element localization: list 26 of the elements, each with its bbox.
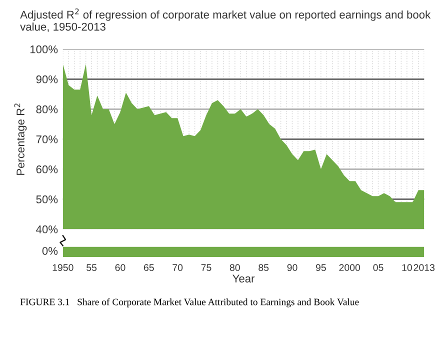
x-tick-label: 65 <box>144 264 154 272</box>
y-tick-label: 40% <box>36 225 58 234</box>
x-tick-label: 10 <box>402 264 412 272</box>
x-tick-label: 70 <box>172 264 183 272</box>
x-tick-label: 60 <box>115 264 126 272</box>
x-tick-label: 75 <box>201 264 212 272</box>
x-tick-label: 85 <box>258 264 269 272</box>
x-tick-label: 80 <box>230 264 240 272</box>
chart-title: Adjusted R$^{2}$ of regression of corporate market value on reported earnings and book value, 1950-2013 <box>20 8 431 32</box>
y-tick-label: 60% <box>36 165 58 174</box>
y-axis-title: Percentage R$^{2}$ <box>14 104 27 175</box>
y-tick-label: 80% <box>36 105 58 114</box>
y-tick-label: 50% <box>36 195 58 204</box>
x-tick-label: 2000 <box>339 264 360 272</box>
x-tick-label: 90 <box>287 264 298 272</box>
x-tick-label: 05 <box>373 264 384 272</box>
x-tick-label: 1950 <box>52 264 74 272</box>
x-axis-title: Year <box>232 274 255 282</box>
y-tick-label: 90% <box>36 75 58 84</box>
x-tick-label: 55 <box>86 264 97 272</box>
x-tick-label: 2013 <box>414 264 435 272</box>
y-tick-label: 100% <box>30 45 58 54</box>
text: 0% <box>42 246 58 255</box>
x-tick-label: 95 <box>316 264 326 272</box>
caption: FIGURE 3.1 Share of Corporate Market Value Attributed to Earnings and Book Value <box>20 298 359 308</box>
y-tick-label: 70% <box>36 135 58 144</box>
